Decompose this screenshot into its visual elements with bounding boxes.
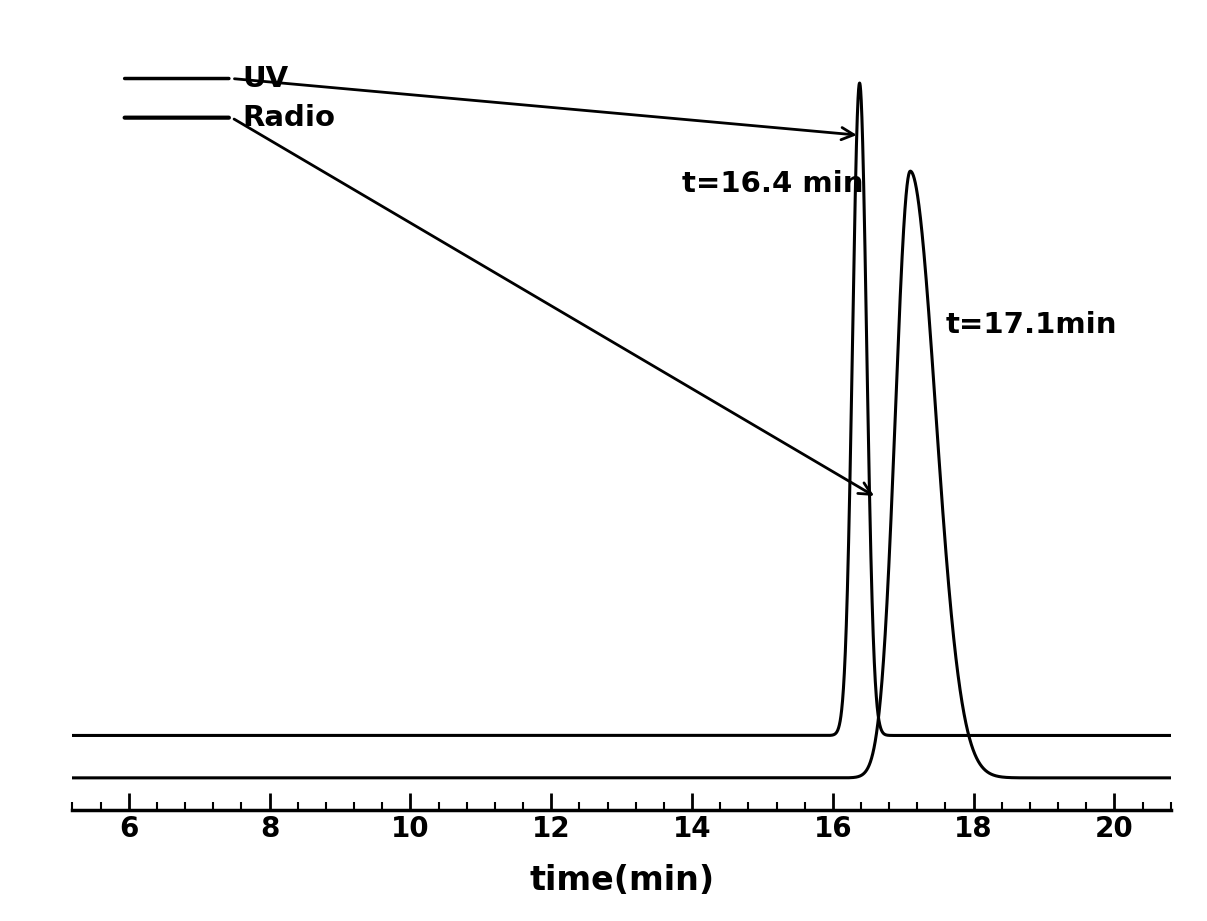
Text: t=16.4 min: t=16.4 min [682,170,863,198]
X-axis label: time(min): time(min) [529,864,715,897]
Text: UV: UV [243,64,288,92]
Text: Radio: Radio [243,104,336,132]
Text: t=17.1min: t=17.1min [945,311,1118,339]
